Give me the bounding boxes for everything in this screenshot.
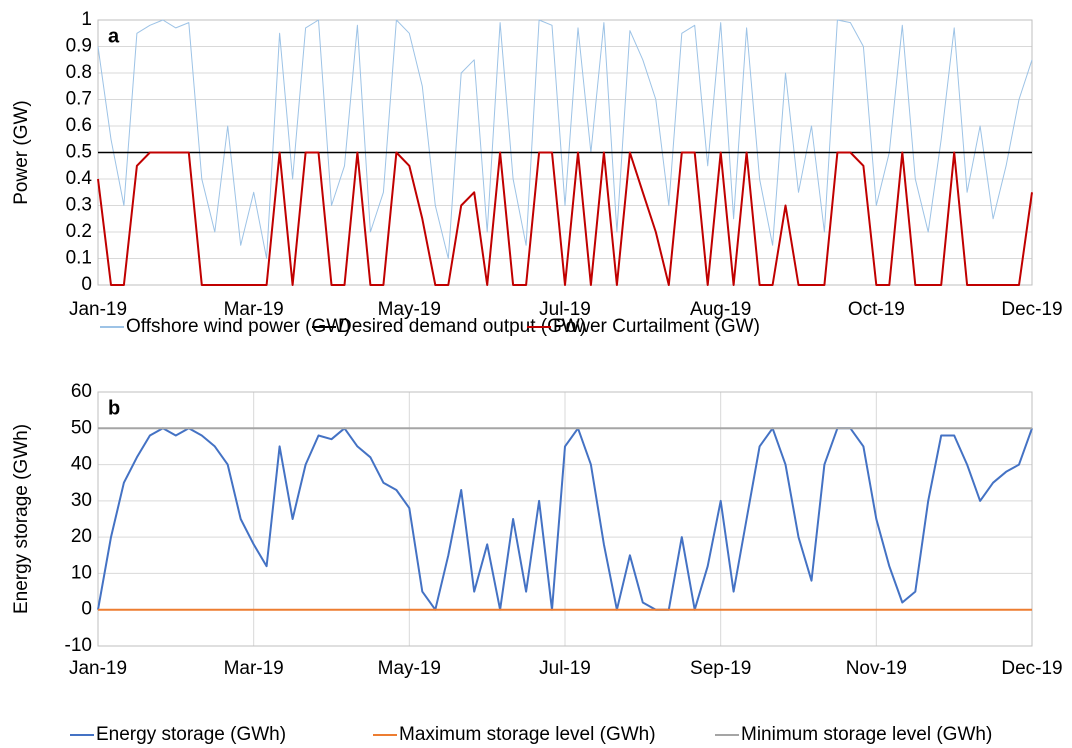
x-tick-label: Nov-19 <box>846 658 907 679</box>
y-axis-title: Energy storage (GWh) <box>11 424 32 614</box>
y-tick-label: 0.3 <box>66 195 92 216</box>
y-axis-title: Power (GW) <box>11 100 32 205</box>
x-tick-label: Jan-19 <box>69 658 127 679</box>
y-tick-label: 0.2 <box>66 221 92 242</box>
panel-label: b <box>108 397 120 419</box>
x-tick-label: Aug-19 <box>690 299 751 320</box>
legend-label: Energy storage (GWh) <box>96 724 286 745</box>
y-tick-label: 0.9 <box>66 36 92 57</box>
series-line <box>97 19 1033 259</box>
y-tick-label: 0.8 <box>66 62 92 83</box>
x-tick-label: Jul-19 <box>539 299 591 320</box>
plot-frame <box>97 391 1033 647</box>
legend-label: Offshore wind power (GW) <box>126 316 351 337</box>
legend-label: Power Curtailment (GW) <box>553 316 760 337</box>
y-tick-label: 0 <box>81 599 92 620</box>
x-tick-label: Jul-19 <box>539 658 591 679</box>
y-tick-label: 0.5 <box>66 142 92 163</box>
y-tick-label: 30 <box>71 490 92 511</box>
x-tick-label: Sep-19 <box>690 658 751 679</box>
x-tick-label: Mar-19 <box>224 299 284 320</box>
x-tick-label: May-19 <box>378 658 441 679</box>
x-tick-label: Oct-19 <box>848 299 905 320</box>
y-tick-label: 40 <box>71 454 92 475</box>
y-tick-label: -10 <box>65 635 92 656</box>
x-tick-label: Jan-19 <box>69 299 127 320</box>
y-tick-label: 1 <box>81 9 92 30</box>
y-tick-label: 0.7 <box>66 89 92 110</box>
y-tick-label: 20 <box>71 526 92 547</box>
y-tick-label: 50 <box>71 417 92 438</box>
panel-label: a <box>108 25 120 47</box>
x-tick-label: Dec-19 <box>1001 658 1062 679</box>
y-tick-label: 0.1 <box>66 248 92 269</box>
legend-label: Maximum storage level (GWh) <box>399 724 656 745</box>
y-tick-label: 0 <box>81 274 92 295</box>
y-tick-label: 10 <box>71 562 92 583</box>
series-line <box>97 151 1033 286</box>
y-tick-label: 0.6 <box>66 115 92 136</box>
x-tick-label: Dec-19 <box>1001 299 1062 320</box>
x-tick-label: May-19 <box>378 299 441 320</box>
series-line <box>97 427 1033 611</box>
legend-label: Desired demand output (GW) <box>338 316 586 337</box>
y-tick-label: 60 <box>71 381 92 402</box>
legend-label: Minimum storage level (GWh) <box>741 724 992 745</box>
y-tick-label: 0.4 <box>66 168 93 189</box>
x-tick-label: Mar-19 <box>224 658 284 679</box>
